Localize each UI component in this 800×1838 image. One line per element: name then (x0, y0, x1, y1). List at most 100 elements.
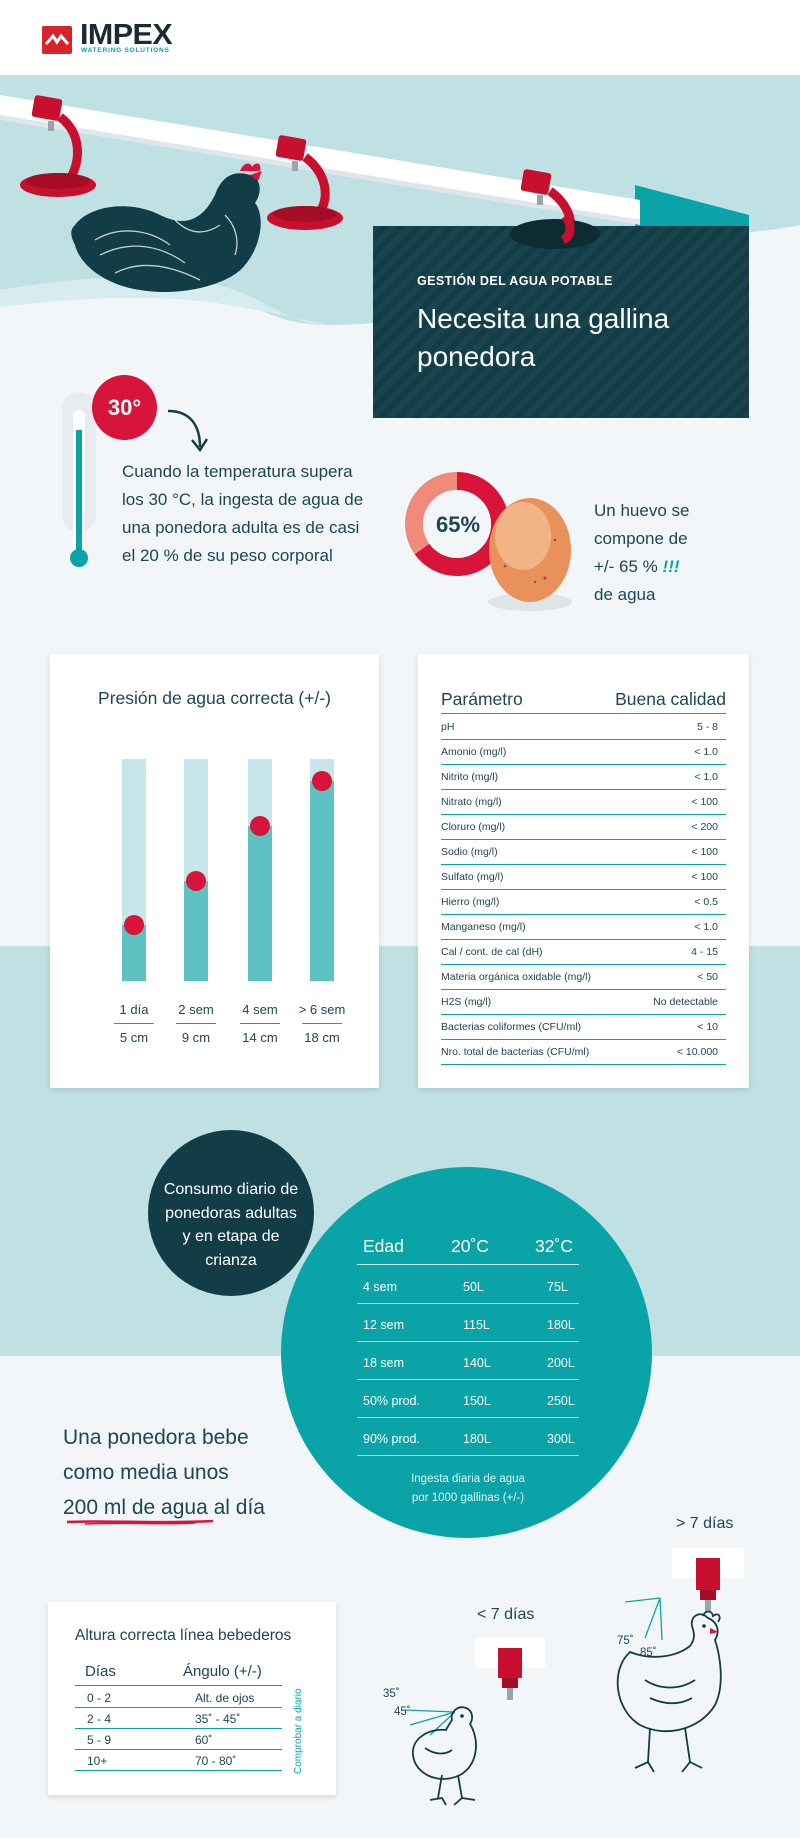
adult-angle-b: 85˚ (640, 1647, 657, 1659)
height-row: 0 - 2 Alt. de ojos (75, 1687, 282, 1708)
adult-angle-a: 75˚ (617, 1635, 634, 1647)
pressure-divider (176, 1023, 216, 1024)
water-level-dot (312, 771, 332, 791)
consumption-age: 12 sem (363, 1318, 404, 1332)
param-value: No detectable (653, 996, 718, 1008)
impex-logo-icon[interactable] (42, 26, 72, 54)
param-name: Cal / cont. de cal (dH) (441, 946, 543, 958)
param-value: 4 - 15 (691, 946, 718, 958)
params-row: Cloruro (mg/l) < 200 (441, 815, 726, 840)
pressure-tube (310, 759, 334, 981)
height-angle: 35˚ - 45˚ (195, 1712, 241, 1726)
pressure-card: Presión de agua correcta (+/-) 1 día 5 cm… (50, 654, 379, 1088)
param-value: < 200 (691, 821, 718, 833)
param-value: < 50 (697, 971, 718, 983)
param-value: < 0.5 (694, 896, 718, 908)
pressure-title: Presión de agua correcta (+/-) (98, 688, 331, 708)
params-row: Materia orgánica oxidable (mg/l) < 50 (441, 965, 726, 990)
drink-text: Una ponedora bebe como media unos 200 ml… (63, 1426, 265, 1519)
curved-arrow-icon (167, 409, 209, 453)
consumption-20c: 180L (463, 1432, 491, 1446)
hero-kicker: GESTIÓN DEL AGUA POTABLE (417, 274, 613, 288)
consumption-header-32c: 32˚C (535, 1236, 573, 1256)
params-row: Sodio (mg/l) < 100 (441, 840, 726, 865)
height-days: 2 - 4 (87, 1712, 112, 1726)
param-name: Nro. total de bacterias (CFU/ml) (441, 1046, 590, 1058)
consumption-bubble-text: Consumo diario de ponedoras adultas y en… (163, 1181, 299, 1269)
height-row: 10+ 70 - 80˚ (75, 1750, 282, 1771)
young-chick-label: < 7 días (477, 1606, 535, 1623)
params-row: pH 5 - 8 (441, 715, 726, 740)
param-name: Sulfato (mg/l) (441, 871, 504, 883)
consumption-header-age: Edad (363, 1236, 404, 1256)
param-value: < 10.000 (676, 1046, 718, 1058)
height-header: Días Ángulo (+/-) (75, 1661, 282, 1686)
young-chick-illustration (404, 1638, 545, 1806)
param-name: H2S (mg/l) (441, 996, 492, 1008)
adult-hen-label: > 7 días (676, 1515, 734, 1532)
params-row: Bacterias coliformes (CFU/ml) < 10 (441, 1015, 726, 1040)
water-level-dot (186, 871, 206, 891)
thermometer-icon (62, 392, 96, 567)
check-daily-note: Comprobar a diario (293, 1688, 304, 1774)
consumption-32c: 250L (547, 1394, 575, 1408)
pressure-height-label: 5 cm (119, 1030, 149, 1045)
consumption-row: 90% prod. 180L 300L (357, 1417, 579, 1456)
header: IMPEX WATERING SOLUTIONS (0, 0, 800, 75)
adult-hen-illustration (616, 1548, 744, 1773)
param-value: 5 - 8 (696, 721, 718, 733)
young-angle-a: 35˚ (383, 1688, 400, 1700)
height-row: 5 - 9 60˚ (75, 1729, 282, 1750)
consumption-circle (281, 1167, 652, 1538)
drinker-cup-2 (267, 135, 343, 230)
height-row: 2 - 4 35˚ - 45˚ (75, 1708, 282, 1729)
water-level-dot (250, 816, 270, 836)
height-days: 5 - 9 (87, 1733, 112, 1747)
param-name: Manganeso (mg/l) (441, 921, 526, 933)
consumption-age: 18 sem (363, 1356, 404, 1370)
params-row: Cal / cont. de cal (dH) 4 - 15 (441, 940, 726, 965)
pressure-fill (248, 826, 272, 981)
param-name: Nitrito (mg/l) (441, 771, 499, 783)
pressure-fill (310, 781, 334, 981)
temperature-badge: 30° (92, 375, 157, 440)
param-value: < 1.0 (694, 921, 718, 933)
params-header-param: Parámetro (441, 689, 523, 709)
water-level-dot (124, 915, 144, 935)
param-value: < 100 (691, 796, 718, 808)
drinker-cup-1 (20, 95, 96, 197)
params-header: Parámetro Buena calidad (441, 689, 726, 714)
consumption-header: Edad 20˚C 32˚C (357, 1234, 579, 1265)
consumption-32c: 200L (547, 1356, 575, 1370)
pressure-divider (114, 1023, 154, 1024)
pressure-height-label: 9 cm (181, 1030, 211, 1045)
consumption-bubble: Consumo diario de ponedoras adultas y en… (148, 1130, 314, 1296)
height-days: 0 - 2 (87, 1691, 112, 1705)
params-row: Nitrato (mg/l) < 100 (441, 790, 726, 815)
height-angle: 70 - 80˚ (195, 1754, 237, 1768)
height-angle: 60˚ (195, 1733, 213, 1747)
param-value: < 100 (691, 846, 718, 858)
egg-percent: 65% (436, 512, 481, 537)
pressure-divider (240, 1023, 280, 1024)
params-row: Manganeso (mg/l) < 1.0 (441, 915, 726, 940)
pressure-height-label: 14 cm (242, 1030, 278, 1045)
exclamation-icon: !!! (662, 557, 680, 576)
brand-name[interactable]: IMPEX (80, 19, 173, 51)
pressure-age-label: 2 sem (178, 1002, 214, 1017)
params-row: Nro. total de bacterias (CFU/ml) < 10.000 (441, 1040, 726, 1065)
consumption-20c: 140L (463, 1356, 491, 1370)
egg-water-donut (405, 472, 572, 611)
temperature-text: Cuando la temperatura supera los 30 °C, … (122, 462, 364, 565)
consumption-row: 12 sem 115L 180L (357, 1303, 579, 1342)
pressure-age-label: 1 día (119, 1002, 149, 1017)
brand-tagline: WATERING SOLUTIONS (81, 47, 170, 54)
consumption-32c: 300L (547, 1432, 575, 1446)
param-name: pH (441, 721, 455, 733)
param-value: < 100 (691, 871, 718, 883)
params-row: H2S (mg/l) No detectable (441, 990, 726, 1015)
params-header-quality: Buena calidad (615, 689, 726, 709)
water-quality-card: Parámetro Buena calidad pH 5 - 8 Amonio (m… (418, 654, 749, 1088)
drinker-height-card: Altura correcta línea bebederos Días Áng… (48, 1602, 336, 1795)
height-header-angle: Ángulo (+/-) (183, 1663, 262, 1680)
